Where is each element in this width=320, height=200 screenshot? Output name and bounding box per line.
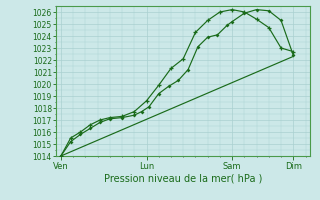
X-axis label: Pression niveau de la mer( hPa ): Pression niveau de la mer( hPa ) (104, 173, 262, 183)
